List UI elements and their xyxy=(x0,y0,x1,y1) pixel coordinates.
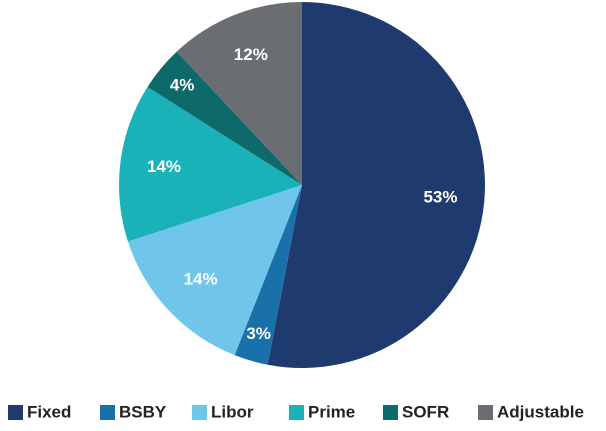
legend-label: Prime xyxy=(308,402,355,421)
pie-slice xyxy=(119,86,303,242)
pie-slice xyxy=(176,2,302,185)
legend-swatch xyxy=(8,405,23,420)
legend-swatch xyxy=(478,405,493,420)
pie-slice xyxy=(267,2,485,368)
pie-slice xyxy=(127,185,302,356)
pie-slice xyxy=(234,185,302,365)
value-label: 53% xyxy=(423,188,457,207)
value-label: 12% xyxy=(234,45,268,64)
value-label: 14% xyxy=(147,157,181,176)
value-label: 14% xyxy=(184,270,218,289)
legend-swatch xyxy=(289,405,304,420)
legend-swatch xyxy=(100,405,115,420)
value-label: 4% xyxy=(170,75,195,94)
legend-label: Adjustable xyxy=(497,402,584,421)
legend-swatch xyxy=(192,405,207,420)
legend-swatch xyxy=(383,405,398,420)
legend-label: SOFR xyxy=(402,402,449,421)
legend-label: Fixed xyxy=(27,402,71,421)
legend-label: BSBY xyxy=(119,402,167,421)
value-label: 3% xyxy=(246,324,271,343)
legend-label: Libor xyxy=(211,402,254,421)
pie-slice xyxy=(147,51,302,185)
